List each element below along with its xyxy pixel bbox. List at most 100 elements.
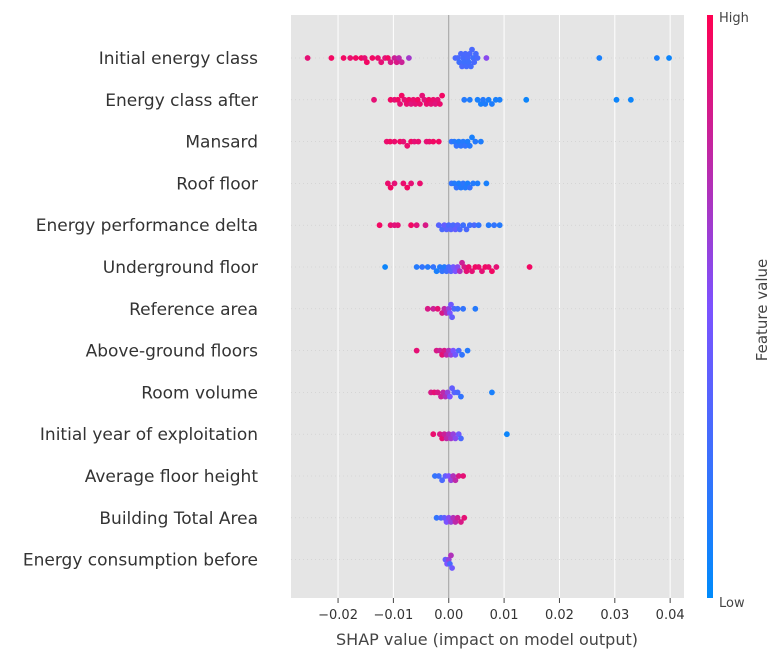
shap-point	[456, 226, 463, 233]
shap-point	[449, 565, 455, 571]
shap-point	[482, 101, 489, 107]
x-tick-label: −0.02	[318, 608, 358, 623]
shap-point	[483, 180, 490, 187]
shap-point	[391, 180, 398, 187]
feature-label: Mansard	[185, 133, 258, 153]
shap-point	[376, 222, 383, 229]
colorbar: High Low Feature value	[707, 11, 771, 611]
shap-point	[452, 477, 459, 484]
shap-point	[363, 59, 370, 66]
shap-point	[340, 55, 347, 61]
shap-point	[419, 264, 426, 270]
x-tick-label: 0.00	[434, 608, 463, 623]
shap-point	[456, 268, 463, 275]
plot-background	[291, 15, 684, 598]
shap-point	[424, 264, 431, 270]
feature-label: Reference area	[129, 300, 258, 320]
shap-point	[466, 142, 473, 149]
shap-point	[347, 55, 354, 61]
shap-point	[439, 477, 446, 484]
shap-point	[454, 514, 461, 521]
shap-point	[398, 92, 405, 99]
feature-label: Building Total Area	[99, 509, 258, 529]
shap-point	[479, 268, 485, 275]
shap-point	[422, 222, 429, 229]
x-tick-label: 0.03	[600, 608, 629, 623]
shap-point	[413, 222, 420, 229]
shap-point	[404, 184, 411, 191]
shap-point	[436, 101, 443, 107]
shap-point	[413, 347, 420, 354]
shap-point	[496, 96, 503, 103]
shap-point	[446, 393, 453, 400]
shap-point	[471, 222, 478, 229]
shap-point	[503, 431, 510, 438]
shap-point	[493, 264, 500, 270]
shap-point	[460, 305, 467, 312]
x-axis-ticks: −0.02 −0.01 0.00 0.01 0.02 0.03 0.04	[318, 598, 685, 623]
shap-point	[435, 138, 442, 145]
colorbar-high-label: High	[719, 11, 749, 26]
shap-point	[466, 184, 473, 191]
shap-point	[430, 431, 437, 438]
shap-point	[397, 101, 403, 107]
colorbar-low-label: Low	[719, 596, 745, 611]
x-tick-label: 0.02	[545, 608, 574, 623]
shap-point	[408, 180, 415, 187]
shap-point	[449, 314, 455, 321]
shap-point	[391, 138, 398, 145]
feature-labels: Initial energy class Energy class after Ma…	[23, 49, 258, 571]
shap-point	[463, 226, 470, 233]
shap-point	[472, 138, 479, 145]
shap-point	[328, 55, 335, 61]
shap-point	[469, 134, 475, 141]
shap-point	[464, 347, 471, 354]
shap-point	[434, 305, 441, 312]
shap-point	[435, 473, 442, 479]
shap-point	[460, 222, 467, 229]
shap-point	[455, 473, 462, 479]
shap-point	[460, 473, 467, 479]
shap-point	[439, 92, 446, 99]
shap-point	[627, 96, 634, 103]
x-axis-title: SHAP value (impact on model output)	[336, 630, 638, 649]
shap-point	[467, 63, 474, 70]
shap-point	[433, 514, 440, 521]
shap-point	[387, 184, 394, 191]
shap-point	[653, 55, 660, 61]
shap-point	[413, 264, 420, 270]
shap-point	[408, 222, 415, 229]
shap-point	[454, 389, 461, 396]
shap-point	[461, 514, 468, 521]
shap-point	[461, 96, 468, 103]
shap-point	[466, 222, 473, 229]
feature-label: Energy consumption before	[23, 551, 258, 571]
shap-point	[459, 351, 465, 358]
shap-point	[384, 180, 391, 187]
shap-point	[430, 305, 437, 312]
feature-label: Initial energy class	[99, 49, 258, 69]
shap-point	[378, 59, 385, 66]
shap-point	[304, 55, 311, 61]
shap-point	[526, 264, 533, 270]
shap-point	[458, 393, 464, 400]
shap-point	[496, 222, 503, 229]
shap-point	[352, 55, 359, 61]
shap-point	[452, 351, 459, 358]
shap-point	[369, 55, 376, 61]
shap-point	[666, 55, 672, 61]
shap-point	[485, 264, 492, 270]
shap-point	[471, 59, 478, 66]
feature-label: Room volume	[141, 383, 258, 403]
shap-point	[613, 96, 620, 103]
feature-label: Above-ground floors	[86, 342, 259, 362]
shap-point	[371, 96, 377, 103]
shap-point	[485, 96, 492, 103]
shap-point	[434, 389, 441, 396]
feature-label: Roof floor	[176, 174, 258, 194]
shap-point	[485, 222, 492, 229]
shap-point	[435, 222, 442, 229]
shap-point	[477, 138, 484, 145]
shap-point	[430, 138, 437, 145]
x-tick-label: −0.01	[373, 608, 413, 623]
